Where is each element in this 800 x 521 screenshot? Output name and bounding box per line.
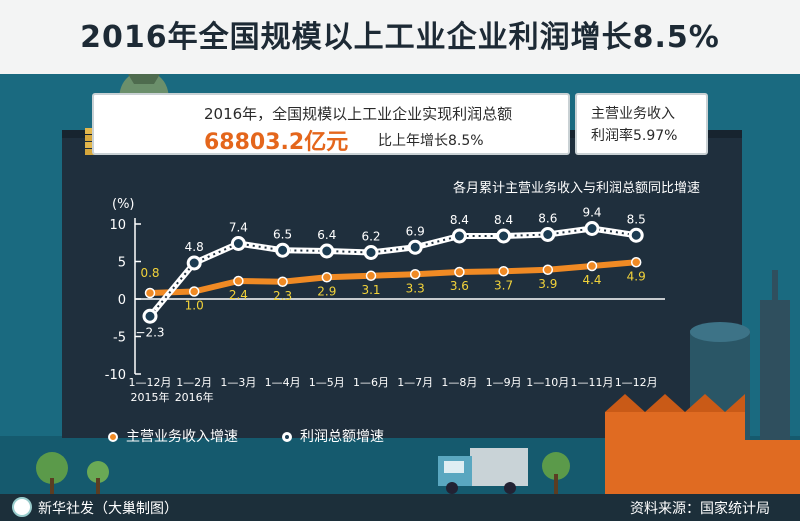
revenue-data-label: 3.9	[538, 277, 557, 291]
tree-icon	[36, 452, 570, 494]
profit-data-label: 4.8	[185, 240, 204, 254]
revenue-data-label: 3.7	[494, 278, 513, 292]
page-title: 2016年全国规模以上工业企业利润增长8.5%	[80, 20, 720, 55]
profit-data-label: 8.4	[494, 213, 513, 227]
y-tick-label: 0	[118, 293, 126, 308]
y-tick-label: -5	[113, 331, 126, 346]
legend-revenue-label: 主营业务收入增速	[126, 429, 238, 445]
x-tick-label: 1—2月	[176, 376, 212, 389]
profit-point	[186, 255, 202, 271]
profit-point	[363, 245, 379, 260]
y-tick-label: 10	[109, 218, 126, 233]
profit-data-label: 6.2	[361, 230, 380, 244]
x-tick-label: 1—4月	[265, 376, 301, 389]
x-tick-label: 1—6月	[353, 376, 389, 389]
x-tick-label: 1—12月	[129, 376, 172, 389]
revenue-data-label: 4.4	[582, 273, 601, 287]
profit-point	[584, 221, 600, 236]
profit-data-label: 8.4	[450, 213, 469, 227]
revenue-point	[498, 266, 509, 277]
y-axis-unit: (%)	[112, 197, 135, 212]
revenue-data-label: 1.0	[185, 299, 204, 313]
revenue-data-label: 0.8	[140, 266, 159, 280]
profit-point	[407, 239, 423, 255]
legend-revenue: 主营业务收入增速	[108, 426, 238, 446]
revenue-point	[188, 286, 200, 297]
revenue-point	[454, 266, 465, 278]
profit-data-label: −2.3	[135, 325, 164, 339]
x-tick-label: 1—11月	[571, 376, 614, 389]
profit-data-label: 6.5	[273, 227, 292, 241]
profit-total-value: 68803.2亿元	[204, 130, 349, 155]
xinhua-logo-icon	[12, 497, 32, 517]
x-tick-label: 1—12月	[615, 376, 658, 389]
legend-profit: 利润总额增速	[282, 426, 384, 446]
summary-line: 2016年，全国规模以上工业企业实现利润总额	[204, 105, 513, 123]
margin-box: 主营业务收入 利润率5.97%	[575, 93, 708, 155]
revenue-point	[586, 260, 598, 272]
profit-point	[319, 243, 335, 259]
x-tick-sublabel: 2015年	[131, 390, 170, 404]
revenue-point	[233, 275, 244, 287]
margin-label: 主营业务收入	[591, 106, 675, 122]
summary-growth: 比上年增长8.5%	[378, 133, 484, 149]
margin-value: 利润率5.97%	[591, 128, 678, 144]
profit-point	[230, 236, 246, 251]
revenue-data-label: 2.4	[229, 288, 248, 302]
revenue-data-label: 2.9	[317, 284, 336, 298]
profit-data-label: 9.4	[582, 206, 601, 220]
profit-legend-marker	[282, 432, 292, 442]
revenue-point	[630, 257, 642, 268]
revenue-legend-marker	[108, 432, 118, 442]
truck-icon	[438, 448, 528, 494]
x-tick-label: 1—8月	[441, 376, 477, 389]
summary-box: 2016年，全国规模以上工业企业实现利润总额 68803.2亿元 比上年增长8.…	[92, 93, 570, 155]
x-tick-label: 1—7月	[397, 376, 433, 389]
x-tick-label: 1—3月	[220, 376, 256, 389]
revenue-point	[542, 264, 554, 275]
revenue-point	[365, 270, 377, 281]
profit-data-label: 8.5	[627, 212, 646, 226]
profit-line-dots	[149, 227, 637, 317]
profit-point	[142, 308, 158, 324]
revenue-data-label: 2.3	[273, 289, 292, 303]
profit-point	[540, 227, 556, 242]
revenue-data-label: 3.3	[406, 281, 425, 295]
y-tick-label: 5	[118, 256, 126, 271]
revenue-data-label: 3.1	[361, 283, 380, 297]
x-tick-label: 1—5月	[309, 376, 345, 389]
x-tick-label: 1—9月	[486, 376, 522, 389]
factory-icon	[605, 270, 800, 494]
profit-point	[496, 228, 512, 244]
profit-data-label: 6.9	[406, 224, 425, 238]
revenue-data-label: 3.6	[450, 279, 469, 293]
revenue-line	[149, 259, 637, 296]
footer: 新华社发（大巢制图） 资料来源：国家统计局	[0, 494, 800, 521]
credit: 新华社发（大巢制图）	[38, 501, 178, 517]
chart-title: 各月累计主营业务收入与利润总额同比增速	[452, 181, 700, 196]
revenue-point	[409, 269, 421, 280]
profit-data-label: 8.6	[538, 212, 557, 226]
profit-data-label: 7.4	[229, 221, 248, 235]
x-tick-label: 1—10月	[526, 376, 569, 389]
legend-profit-label: 利润总额增速	[300, 429, 384, 445]
profit-data-label: 6.4	[317, 228, 336, 242]
profit-point	[451, 228, 467, 244]
revenue-point	[144, 287, 156, 299]
profit-point	[275, 242, 291, 258]
profit-point	[628, 227, 644, 243]
x-tick-sublabel: 2016年	[175, 390, 214, 404]
revenue-point	[277, 276, 288, 287]
data-source: 资料来源：国家统计局	[630, 501, 770, 517]
y-tick-label: -10	[105, 368, 126, 383]
revenue-point	[321, 272, 333, 283]
revenue-data-label: 4.9	[627, 269, 646, 283]
